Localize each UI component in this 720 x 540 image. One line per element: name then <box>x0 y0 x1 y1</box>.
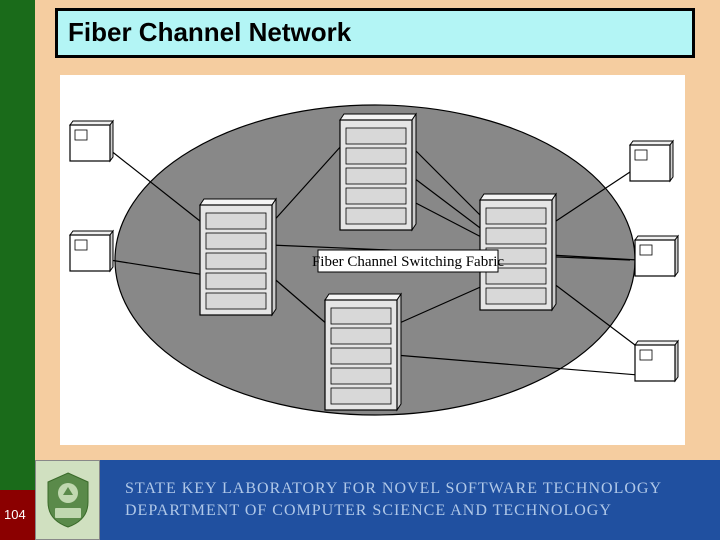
terminal-node <box>630 141 673 181</box>
switch-node <box>325 294 401 410</box>
footer-bar: STATE KEY LABORATORY FOR NOVEL SOFTWARE … <box>35 460 720 540</box>
footer-text: STATE KEY LABORATORY FOR NOVEL SOFTWARE … <box>125 480 662 520</box>
slide: Fiber Channel Network Fiber Channel Swit… <box>0 0 720 540</box>
terminal-node <box>635 236 678 276</box>
terminal-node <box>635 341 678 381</box>
university-logo <box>35 460 100 540</box>
fabric-label-text: Fiber Channel Switching Fabric <box>312 254 504 270</box>
green-stripe <box>0 0 35 540</box>
page-number: 104 <box>4 507 26 522</box>
title-box: Fiber Channel Network <box>55 8 695 58</box>
switch-node <box>200 199 276 315</box>
diagram-area: Fiber Channel Switching Fabric <box>60 75 685 445</box>
footer-line-2: DEPARTMENT OF COMPUTER SCIENCE AND TECHN… <box>125 502 662 520</box>
network-diagram: Fiber Channel Switching Fabric <box>60 75 685 445</box>
footer-line-1: STATE KEY LABORATORY FOR NOVEL SOFTWARE … <box>125 480 662 498</box>
terminal-node <box>70 231 113 271</box>
switch-node <box>340 114 416 230</box>
terminal-node <box>70 121 113 161</box>
slide-title: Fiber Channel Network <box>68 17 682 48</box>
